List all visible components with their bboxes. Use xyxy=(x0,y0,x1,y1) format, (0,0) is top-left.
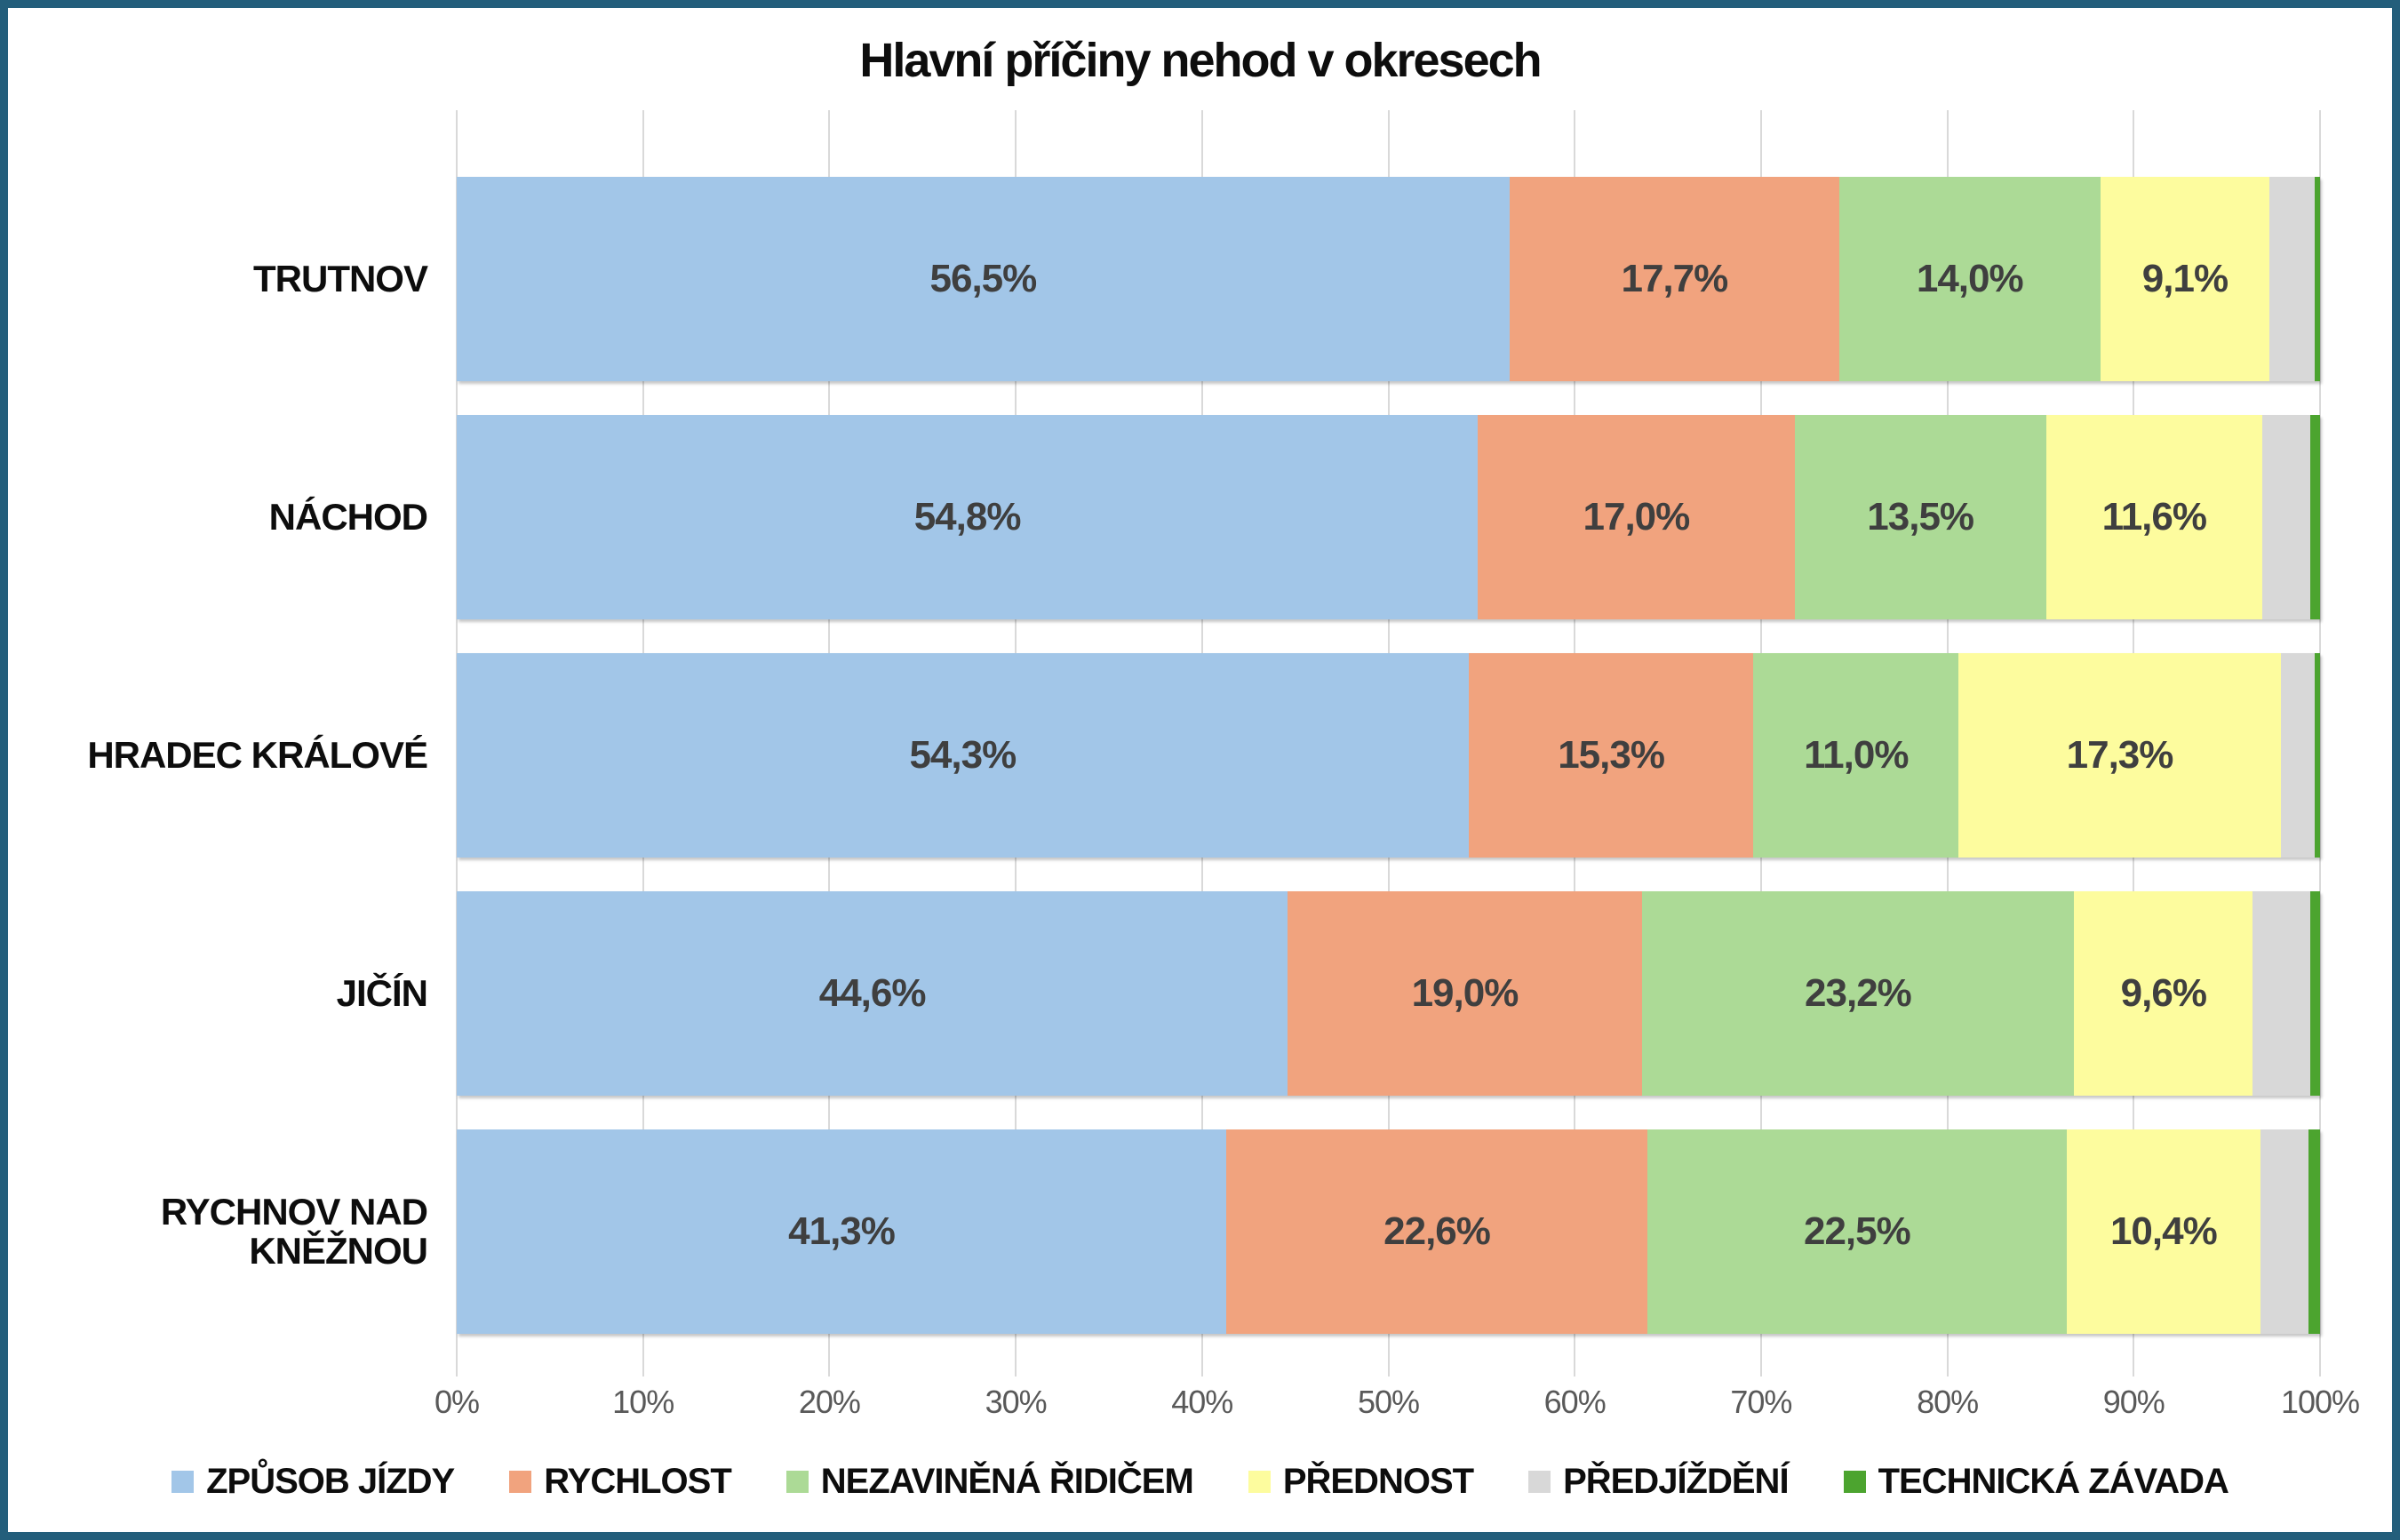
bar-row-4: 41,3% 22,6% 22,5% 10,4% xyxy=(457,1129,2320,1334)
x-tick-label: 20% xyxy=(798,1384,861,1420)
bar-segment xyxy=(2308,1129,2320,1334)
x-tick-label: 60% xyxy=(1543,1384,1607,1420)
bar-segment xyxy=(2310,891,2320,1096)
data-label: 17,7% xyxy=(1621,257,1728,300)
data-label: 15,3% xyxy=(1558,733,1665,777)
bar-row-1: 54,8% 17,0% 13,5% 11,6% xyxy=(457,415,2320,619)
category-label: JIČÍN xyxy=(336,971,428,1014)
data-label: 10,4% xyxy=(2109,1209,2218,1253)
data-label: 44,6% xyxy=(818,971,927,1015)
data-label: 56,5% xyxy=(929,257,1038,300)
category-label: TRUTNOV xyxy=(253,257,428,299)
x-tick-label: 100% xyxy=(2280,1384,2360,1420)
plot-area: 56,5% 17,7% 14,0% 9,1% 54,8% 17,0% 13,5% 11,6% 5… xyxy=(456,110,2321,1376)
legend-item: TECHNICKÁ ZÁVADA xyxy=(1843,1461,2229,1502)
bar-segment: 9,6% xyxy=(2074,891,2253,1096)
legend: ZPŮSOB JÍZDY RYCHLOST NEZAVINĚNÁ ŘIDIČEM PŘ… xyxy=(8,1455,2392,1508)
bar-segment xyxy=(2260,1129,2309,1334)
legend-label: RYCHLOST xyxy=(544,1461,732,1501)
data-label: 9,1% xyxy=(2141,257,2229,300)
legend-swatch xyxy=(785,1470,809,1493)
legend-item: PŘEDNOST xyxy=(1248,1461,1474,1502)
bar-segment: 9,1% xyxy=(2100,177,2270,381)
x-tick-label: 0% xyxy=(434,1384,480,1420)
data-label: 41,3% xyxy=(788,1209,896,1253)
legend-swatch xyxy=(509,1470,532,1493)
bar-segment: 17,0% xyxy=(1478,415,1795,619)
bar-segment: 13,5% xyxy=(1794,415,2046,619)
bar-segment xyxy=(2310,415,2320,619)
bar-row-2: 54,3% 15,3% 11,0% 17,3% xyxy=(457,653,2320,858)
bar-segment xyxy=(2314,177,2320,381)
x-tick-label: 40% xyxy=(1171,1384,1233,1420)
bar-segment: 23,2% xyxy=(1641,891,2075,1096)
bar-segment xyxy=(2280,653,2315,858)
data-label: 22,6% xyxy=(1383,1209,1491,1253)
data-label: 13,5% xyxy=(1867,495,1974,539)
category-label: HRADEC KRÁLOVÉ xyxy=(87,733,428,776)
legend-swatch xyxy=(1843,1470,1866,1493)
data-label: 17,3% xyxy=(2066,733,2174,777)
bar-segment: 44,6% xyxy=(457,891,1288,1096)
gridline-100% xyxy=(2319,110,2321,1376)
x-tick-label: 90% xyxy=(2102,1384,2165,1420)
legend-swatch xyxy=(171,1470,195,1493)
category-label: RYCHNOV NAD KNĚŽNOU xyxy=(160,1190,428,1272)
bar-segment xyxy=(2252,891,2311,1096)
bar-segment: 11,6% xyxy=(2045,415,2262,619)
data-label: 17,0% xyxy=(1583,495,1691,539)
legend-label: TECHNICKÁ ZÁVADA xyxy=(1878,1461,2229,1501)
legend-label: PŘEDNOST xyxy=(1282,1461,1474,1501)
bar-segment xyxy=(2261,415,2311,619)
data-label: 11,6% xyxy=(2101,495,2207,539)
bar-segment xyxy=(2269,177,2315,381)
data-label: 23,2% xyxy=(1805,971,1912,1015)
bar-row-0: 56,5% 17,7% 14,0% 9,1% xyxy=(457,177,2320,381)
data-label: 11,0% xyxy=(1804,733,1909,777)
category-label: NÁCHOD xyxy=(268,495,428,538)
bar-segment: 22,6% xyxy=(1226,1129,1647,1334)
bar-segment: 15,3% xyxy=(1468,653,1754,858)
chart-title: Hlavní příčiny nehod v okresech xyxy=(859,34,1542,87)
bar-segment: 54,3% xyxy=(457,653,1469,858)
bar-segment: 17,3% xyxy=(1958,653,2281,858)
data-label: 54,8% xyxy=(913,495,1022,539)
x-tick-label: 10% xyxy=(612,1384,674,1420)
x-tick-label: 50% xyxy=(1357,1384,1420,1420)
legend-item: RYCHLOST xyxy=(509,1461,732,1502)
data-label: 14,0% xyxy=(1916,257,2024,300)
bar-segment: 19,0% xyxy=(1288,891,1642,1096)
bar-segment: 54,8% xyxy=(457,415,1479,619)
data-label: 9,6% xyxy=(2120,971,2207,1015)
legend-label: PŘEDJÍŽDĚNÍ xyxy=(1563,1461,1789,1501)
legend-label: ZPŮSOB JÍZDY xyxy=(206,1461,455,1501)
bar-segment: 17,7% xyxy=(1509,177,1839,381)
x-tick-label: 70% xyxy=(1730,1384,1792,1420)
bar-row-3: 44,6% 19,0% 23,2% 9,6% xyxy=(457,891,2320,1096)
bar-segment: 41,3% xyxy=(457,1129,1227,1334)
x-tick-label: 30% xyxy=(985,1384,1048,1420)
data-label: 54,3% xyxy=(909,733,1017,777)
bar-segment: 22,5% xyxy=(1647,1129,2067,1334)
legend-item: ZPŮSOB JÍZDY xyxy=(171,1461,455,1502)
data-label: 19,0% xyxy=(1411,971,1519,1015)
bar-segment xyxy=(2314,653,2320,858)
legend-swatch xyxy=(1248,1470,1271,1493)
bar-segment: 14,0% xyxy=(1838,177,2101,381)
data-label: 22,5% xyxy=(1803,1209,1911,1253)
legend-item: NEZAVINĚNÁ ŘIDIČEM xyxy=(785,1461,1194,1502)
legend-label: NEZAVINĚNÁ ŘIDIČEM xyxy=(820,1461,1194,1501)
bar-segment: 10,4% xyxy=(2066,1129,2260,1334)
x-tick-label: 80% xyxy=(1917,1384,1979,1420)
bar-segment: 11,0% xyxy=(1753,653,1959,858)
legend-swatch xyxy=(1528,1470,1551,1493)
legend-item: PŘEDJÍŽDĚNÍ xyxy=(1528,1461,1790,1502)
bar-segment: 56,5% xyxy=(457,177,1510,381)
